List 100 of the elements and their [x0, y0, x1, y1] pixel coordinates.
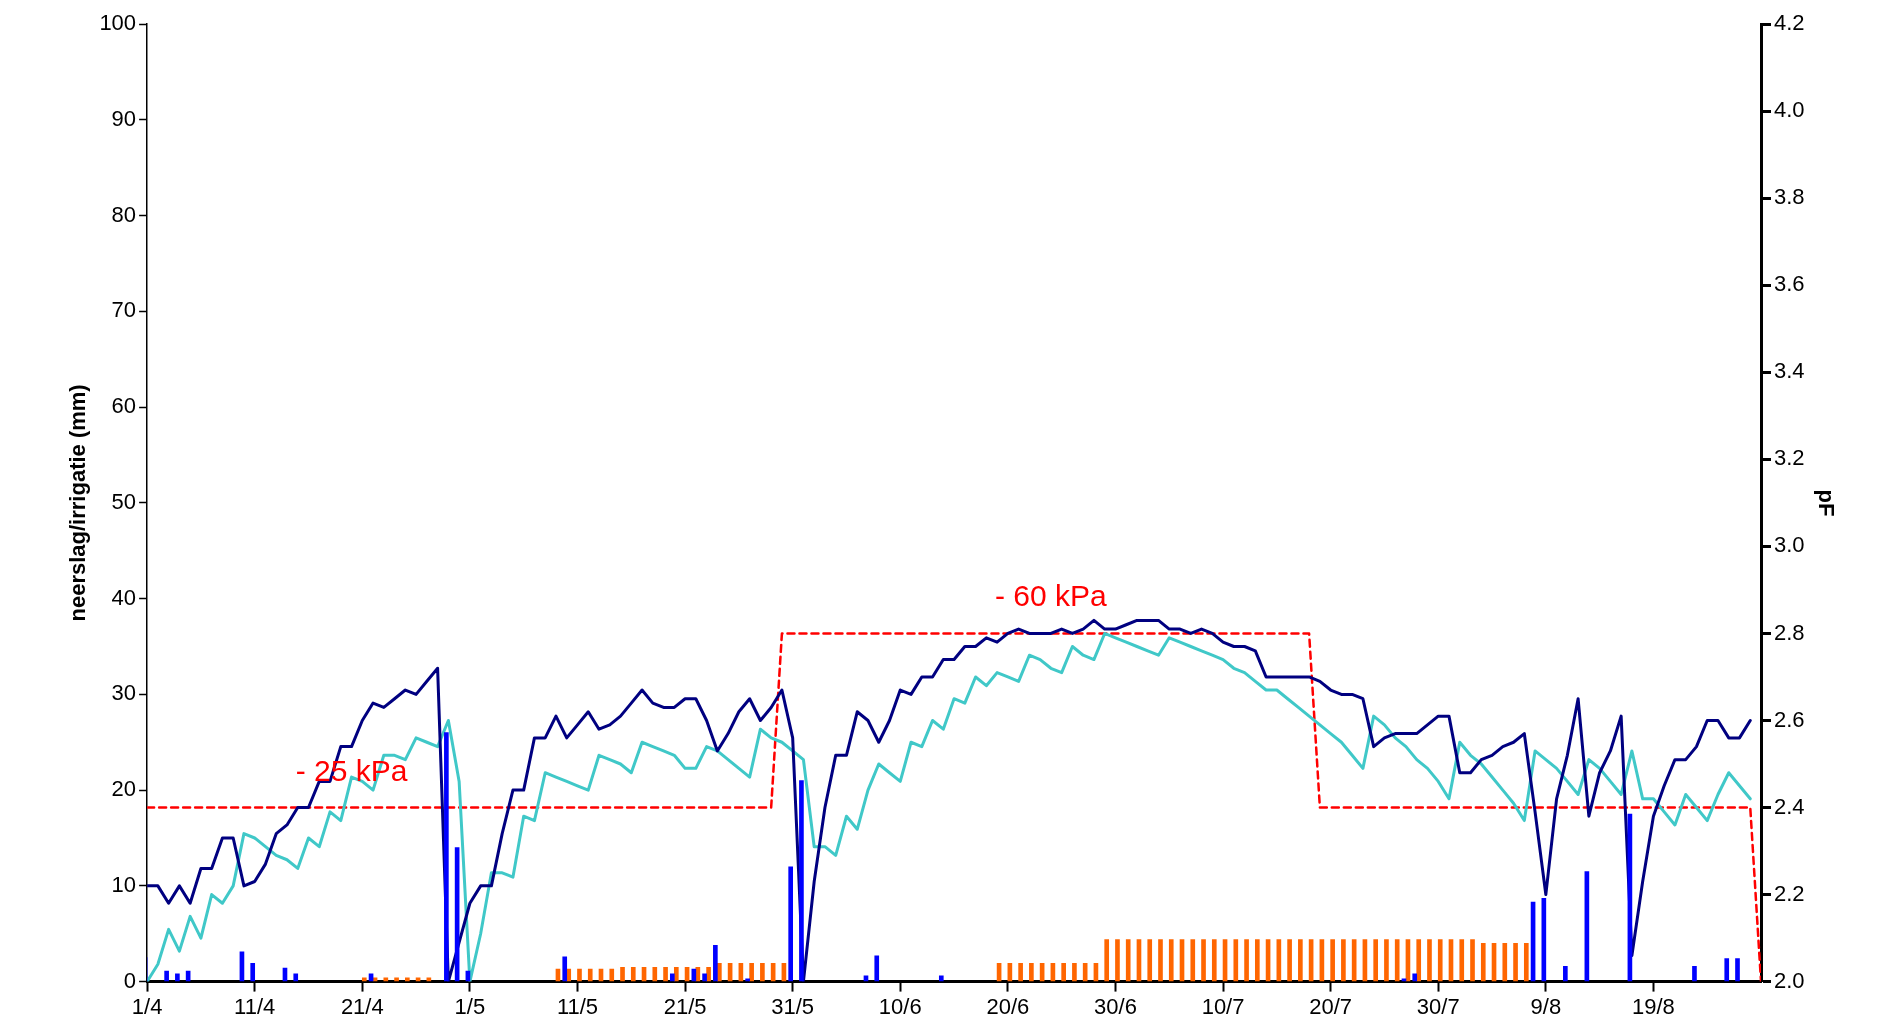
- bar: [250, 963, 256, 982]
- bar: [799, 780, 804, 982]
- y-tick-label: 90: [111, 106, 137, 131]
- bar: [1373, 939, 1379, 982]
- bar: [1018, 963, 1023, 982]
- bar: [587, 968, 593, 982]
- bar: [1104, 939, 1110, 982]
- bar: [1211, 939, 1217, 982]
- bar: [1168, 939, 1174, 982]
- bar: [1029, 963, 1034, 982]
- x-tick-label: 21/5: [663, 993, 707, 1019]
- bar: [745, 978, 750, 982]
- x-tick-label: 20/6: [986, 993, 1030, 1019]
- bar: [1254, 939, 1260, 982]
- bar: [1158, 939, 1163, 982]
- y2-tick-label: 2.4: [1774, 793, 1805, 819]
- annotation: - 60 kPa: [995, 579, 1108, 613]
- y2-tick-label: 2.6: [1774, 706, 1805, 732]
- bar: [1470, 939, 1475, 982]
- bar: [874, 955, 880, 982]
- x-tick-label: 20/7: [1309, 993, 1353, 1019]
- y2-tick-label: 3.6: [1774, 271, 1805, 297]
- bar: [1513, 942, 1518, 982]
- bar: [1502, 942, 1508, 982]
- bar: [1692, 965, 1697, 982]
- x-tick-label: 11/4: [234, 993, 276, 1019]
- x-tick-label: 19/8: [1632, 993, 1675, 1019]
- bar: [394, 977, 399, 982]
- bar: [1724, 958, 1730, 982]
- y-tick-label: 50: [111, 488, 137, 514]
- y2-tick-label: 2.8: [1774, 619, 1805, 645]
- y-tick-label: 100: [99, 10, 137, 36]
- bar: [164, 970, 169, 982]
- bar: [702, 973, 707, 982]
- bar: [1190, 939, 1196, 982]
- y2-tick-label: 2.0: [1774, 967, 1805, 993]
- bar: [1416, 939, 1422, 982]
- y-tick-label: 60: [111, 393, 137, 419]
- x-tick-label: 31/5: [771, 993, 815, 1019]
- x-tick-label: 30/6: [1094, 993, 1137, 1019]
- x-tick-label: 1/4: [131, 993, 163, 1019]
- bar: [405, 977, 410, 982]
- bar: [1125, 939, 1131, 982]
- bar: [1563, 965, 1568, 982]
- x-tick-label: 1/5: [454, 993, 486, 1019]
- y2-tick-label: 3.8: [1774, 184, 1805, 210]
- bar: [562, 956, 568, 982]
- bar: [1437, 939, 1443, 982]
- x-tick-label: 10/7: [1201, 993, 1245, 1019]
- bar: [1523, 942, 1529, 982]
- bar: [1480, 942, 1486, 982]
- y-tick-label: 30: [111, 680, 137, 706]
- bar: [1061, 963, 1066, 982]
- y-tick-label: 70: [111, 297, 137, 323]
- y-tick-label: 0: [123, 967, 137, 993]
- y2-tick-label: 4.0: [1774, 97, 1805, 123]
- bar: [706, 966, 711, 982]
- y2-tick-label: 3.4: [1774, 358, 1805, 384]
- bar: [1201, 939, 1206, 982]
- bar: [1459, 939, 1465, 982]
- y-tick-label: 80: [111, 201, 137, 227]
- y2-tick-label: 3.0: [1774, 532, 1805, 558]
- x-tick-label: 11/5: [556, 993, 599, 1019]
- bar: [1341, 939, 1346, 982]
- x-tick-label: 21/4: [340, 993, 384, 1019]
- bar: [1412, 973, 1418, 982]
- x-tick-label: 30/7: [1416, 993, 1460, 1019]
- bar: [620, 966, 625, 982]
- y2-axis-title: pF: [1813, 489, 1839, 517]
- bar: [1072, 963, 1077, 982]
- bar: [1147, 939, 1153, 982]
- bar: [293, 973, 299, 982]
- bar: [1330, 939, 1335, 982]
- bar: [1287, 939, 1292, 982]
- bar: [1233, 939, 1239, 982]
- bar: [788, 866, 793, 982]
- bar: [1427, 939, 1432, 982]
- x-tick-label: 10/6: [878, 993, 922, 1019]
- bar: [1735, 958, 1740, 982]
- bar: [383, 977, 389, 982]
- bar: [1384, 939, 1389, 982]
- bar: [1541, 897, 1547, 982]
- bar: [175, 973, 180, 982]
- y-tick-label: 20: [111, 776, 137, 802]
- bar: [444, 732, 449, 982]
- x-tick-label: 9/8: [1530, 993, 1562, 1019]
- y2-tick-label: 2.2: [1774, 880, 1805, 906]
- bar: [361, 977, 367, 982]
- bar: [760, 963, 765, 982]
- y2-tick-label: 4.2: [1774, 10, 1805, 36]
- y-axis-title: neerslag/irrigatie (mm): [65, 384, 91, 622]
- bar: [749, 963, 754, 982]
- bar: [609, 968, 615, 982]
- y2-tick-label: 3.2: [1774, 445, 1805, 471]
- bar: [1244, 939, 1249, 982]
- bar: [1115, 939, 1120, 982]
- bar: [713, 944, 718, 982]
- bar: [1082, 963, 1088, 982]
- bar: [1394, 939, 1400, 982]
- bar: [663, 966, 668, 982]
